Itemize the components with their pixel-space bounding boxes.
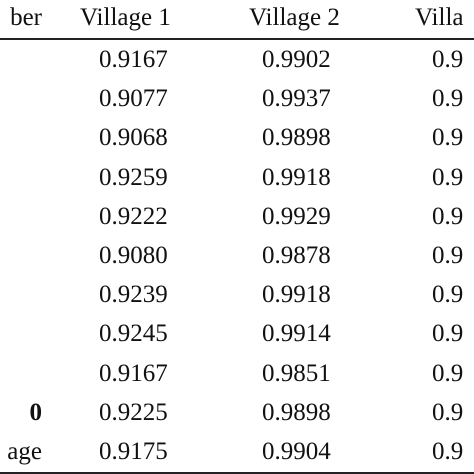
cell-village-3: 0.9: [432, 203, 464, 230]
cell-village-2: 0.9878: [262, 242, 331, 269]
cell-village-1: 0.9167: [99, 360, 168, 387]
cell-village-3: 0.9: [432, 124, 464, 151]
bottom-rule: [0, 472, 474, 474]
cell-village-2: 0.9898: [262, 124, 331, 151]
header-village-2: Village 2: [249, 4, 340, 31]
cell-village-1: 0.9245: [99, 320, 168, 347]
cell-village-1: 0.9225: [99, 399, 168, 426]
row-label: age: [7, 438, 42, 465]
cell-village-3: 0.9: [432, 399, 464, 426]
cell-village-3: 0.9: [432, 46, 464, 73]
table-header-row: ber Village 1 Village 2 Villa: [0, 0, 474, 40]
cell-village-1: 0.9259: [99, 164, 168, 191]
cell-village-3: 0.9: [432, 242, 464, 269]
cell-village-1: 0.9080: [99, 242, 168, 269]
cell-village-3: 0.9: [432, 281, 464, 308]
header-village-1: Village 1: [80, 4, 171, 31]
cell-village-2: 0.9937: [262, 85, 331, 112]
cell-village-3: 0.9: [432, 360, 464, 387]
cell-village-3: 0.9: [432, 320, 464, 347]
cell-village-2: 0.9898: [262, 399, 331, 426]
row-label: 0: [29, 399, 43, 426]
cell-village-2: 0.9929: [262, 203, 331, 230]
cell-village-3: 0.9: [432, 164, 464, 191]
cell-village-1: 0.9167: [99, 46, 168, 73]
cell-village-2: 0.9902: [262, 46, 331, 73]
cell-village-2: 0.9918: [262, 164, 331, 191]
cell-village-3: 0.9: [432, 438, 464, 465]
cell-village-2: 0.9914: [262, 320, 331, 347]
cell-village-2: 0.9904: [262, 438, 331, 465]
header-number: ber: [10, 4, 42, 31]
cell-village-1: 0.9222: [99, 203, 168, 230]
cell-village-1: 0.9175: [99, 438, 168, 465]
header-village-3: Villa: [415, 4, 464, 31]
cell-village-3: 0.9: [432, 85, 464, 112]
cell-village-1: 0.9239: [99, 281, 168, 308]
cell-village-2: 0.9851: [262, 360, 331, 387]
header-rule: [0, 38, 474, 40]
cell-village-1: 0.9077: [99, 85, 168, 112]
cell-village-2: 0.9918: [262, 281, 331, 308]
cell-village-1: 0.9068: [99, 124, 168, 151]
